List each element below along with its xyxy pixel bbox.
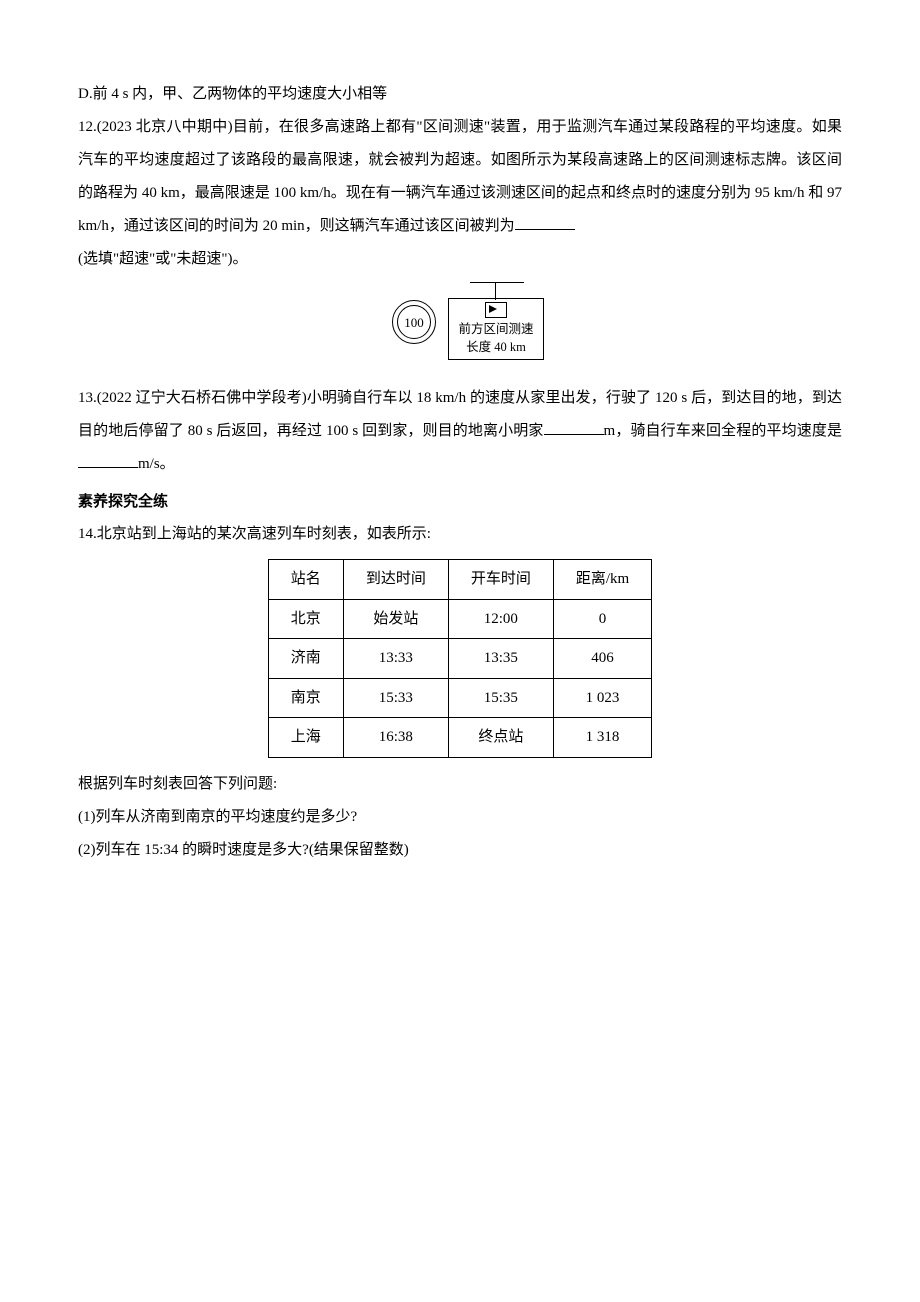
sign-pole-top bbox=[470, 282, 524, 287]
q12-text: 12.(2023 北京八中期中)目前，在很多高速路上都有"区间测速"装置，用于监… bbox=[78, 119, 842, 234]
cell: 始发站 bbox=[343, 599, 448, 639]
q12-blank bbox=[515, 215, 575, 230]
table-row: 上海 16:38 终点站 1 318 bbox=[268, 718, 651, 758]
sign-wrap: 100 前方区间测速 长度 40 km bbox=[370, 282, 550, 372]
cell: 12:00 bbox=[448, 599, 553, 639]
section-title: 素养探究全练 bbox=[78, 485, 842, 518]
q13-blank1 bbox=[544, 420, 604, 435]
cell: 406 bbox=[553, 639, 651, 679]
sign-line1: 前方区间测速 bbox=[449, 320, 543, 338]
q14-sub1: (1)列车从济南到南京的平均速度约是多少? bbox=[78, 801, 842, 834]
cell: 济南 bbox=[268, 639, 343, 679]
cell: 13:35 bbox=[448, 639, 553, 679]
q13-unit2: m/s。 bbox=[138, 456, 175, 472]
cell: 北京 bbox=[268, 599, 343, 639]
cell: 终点站 bbox=[448, 718, 553, 758]
question-12: 12.(2023 北京八中期中)目前，在很多高速路上都有"区间测速"装置，用于监… bbox=[78, 111, 842, 243]
th-arrive: 到达时间 bbox=[343, 560, 448, 600]
table-row: 北京 始发站 12:00 0 bbox=[268, 599, 651, 639]
th-station: 站名 bbox=[268, 560, 343, 600]
table-row: 南京 15:33 15:35 1 023 bbox=[268, 678, 651, 718]
option-d: D.前 4 s 内，甲、乙两物体的平均速度大小相等 bbox=[78, 78, 842, 111]
cell: 1 318 bbox=[553, 718, 651, 758]
table-header-row: 站名 到达时间 开车时间 距离/km bbox=[268, 560, 651, 600]
cell: 15:33 bbox=[343, 678, 448, 718]
cell: 0 bbox=[553, 599, 651, 639]
camera-flag-icon bbox=[489, 305, 497, 313]
question-14-intro: 14.北京站到上海站的某次高速列车时刻表，如表所示: bbox=[78, 518, 842, 551]
cell: 上海 bbox=[268, 718, 343, 758]
sign-figure: 100 前方区间测速 长度 40 km bbox=[78, 282, 842, 372]
th-distance: 距离/km bbox=[553, 560, 651, 600]
cell: 16:38 bbox=[343, 718, 448, 758]
camera-icon bbox=[485, 302, 507, 318]
cell: 南京 bbox=[268, 678, 343, 718]
speed-limit-sign: 100 bbox=[392, 300, 436, 344]
cell: 15:35 bbox=[448, 678, 553, 718]
q13-unit1: m，骑自行车来回全程的平均速度是 bbox=[604, 423, 842, 439]
q12-suffix: (选填"超速"或"未超速")。 bbox=[78, 243, 842, 276]
question-13: 13.(2022 辽宁大石桥石佛中学段考)小明骑自行车以 18 km/h 的速度… bbox=[78, 382, 842, 481]
q13-blank2 bbox=[78, 453, 138, 468]
q14-after-table: 根据列车时刻表回答下列问题: bbox=[78, 768, 842, 801]
train-timetable: 站名 到达时间 开车时间 距离/km 北京 始发站 12:00 0 济南 13:… bbox=[268, 559, 652, 758]
table-row: 济南 13:33 13:35 406 bbox=[268, 639, 651, 679]
cell: 1 023 bbox=[553, 678, 651, 718]
sign-line2: 长度 40 km bbox=[449, 338, 543, 356]
speed-limit-value: 100 bbox=[397, 305, 431, 339]
interval-sign-box: 前方区间测速 长度 40 km bbox=[448, 298, 544, 360]
q14-sub2: (2)列车在 15:34 的瞬时速度是多大?(结果保留整数) bbox=[78, 834, 842, 867]
cell: 13:33 bbox=[343, 639, 448, 679]
table-body: 北京 始发站 12:00 0 济南 13:33 13:35 406 南京 15:… bbox=[268, 599, 651, 757]
th-depart: 开车时间 bbox=[448, 560, 553, 600]
